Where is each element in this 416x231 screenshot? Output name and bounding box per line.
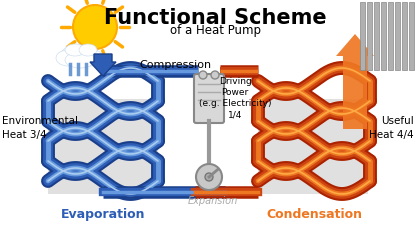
Text: Condensation: Condensation — [266, 207, 362, 220]
Text: Functional Scheme: Functional Scheme — [104, 8, 326, 28]
Circle shape — [205, 173, 213, 181]
Circle shape — [199, 72, 207, 80]
Text: of a Heat Pump: of a Heat Pump — [169, 24, 260, 37]
Ellipse shape — [79, 45, 97, 57]
Ellipse shape — [61, 46, 99, 64]
Bar — [388, 3, 393, 71]
Text: Useful
Heat 4/4: Useful Heat 4/4 — [369, 116, 414, 139]
Bar — [360, 3, 365, 71]
Text: Environmental
Heat 3/4: Environmental Heat 3/4 — [2, 116, 78, 139]
Ellipse shape — [80, 51, 104, 67]
Bar — [374, 3, 379, 71]
Ellipse shape — [65, 53, 95, 69]
Bar — [48, 100, 158, 194]
Bar — [395, 3, 400, 71]
Text: Compression: Compression — [139, 60, 211, 70]
FancyArrow shape — [336, 35, 374, 129]
Ellipse shape — [56, 51, 80, 67]
Ellipse shape — [65, 45, 85, 57]
Bar — [402, 3, 407, 71]
Bar — [367, 3, 372, 71]
Circle shape — [196, 164, 222, 190]
FancyArrow shape — [90, 55, 116, 77]
Bar — [409, 3, 414, 71]
Text: Evaporation: Evaporation — [61, 207, 145, 220]
Bar — [381, 3, 386, 71]
Text: Expansion: Expansion — [188, 195, 238, 205]
FancyBboxPatch shape — [194, 75, 224, 123]
Circle shape — [73, 6, 117, 50]
Bar — [258, 100, 368, 194]
Text: Driving
Power
(e.g. Electricity)
1/4: Driving Power (e.g. Electricity) 1/4 — [199, 77, 271, 119]
Circle shape — [211, 72, 219, 80]
